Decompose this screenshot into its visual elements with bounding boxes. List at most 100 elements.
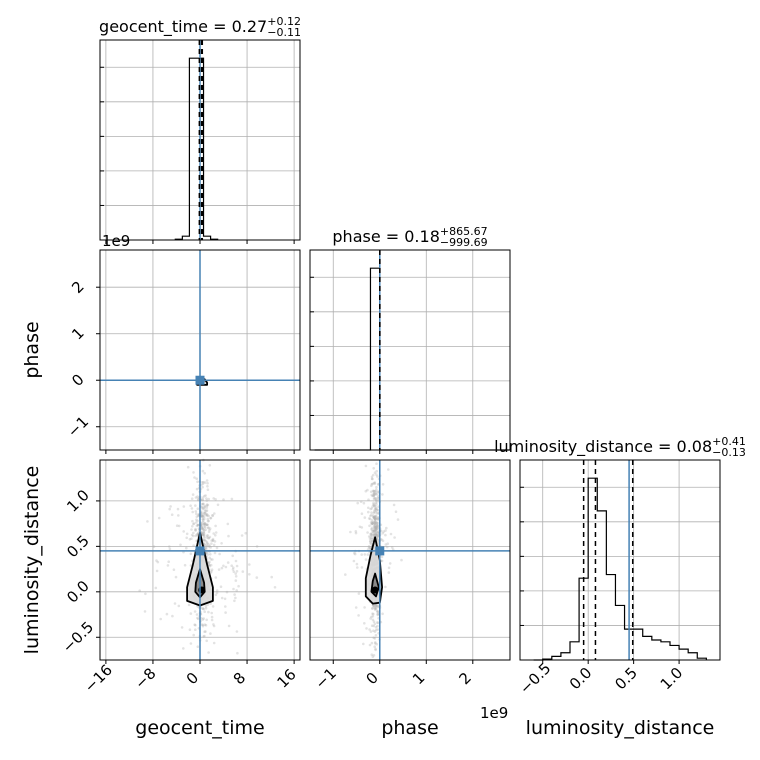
sample-point (375, 525, 379, 528)
sample-point (201, 506, 204, 510)
sample-point (386, 542, 390, 545)
sample-point (368, 628, 371, 631)
sample-point (207, 526, 210, 530)
sample-point (214, 498, 217, 501)
sample-point (200, 512, 203, 515)
sample-point (370, 493, 374, 497)
sample-point (194, 528, 197, 532)
sample-point (168, 507, 171, 511)
sample-point (373, 528, 376, 532)
sample-point (371, 529, 375, 533)
sample-point (374, 648, 377, 652)
sample-point (390, 546, 394, 549)
sample-point (203, 512, 206, 515)
sample-point (203, 623, 207, 626)
sample-point (373, 530, 377, 533)
panel-frame-1-0 (99, 249, 301, 451)
sample-point (192, 471, 195, 474)
sample-point (188, 538, 192, 541)
sample-point (210, 611, 213, 615)
sample-point (371, 505, 374, 508)
sample-point (370, 641, 374, 645)
sample-point (204, 607, 208, 610)
sample-point (182, 647, 185, 650)
sample-point (215, 589, 219, 592)
sample-point (373, 522, 377, 526)
sample-point (180, 626, 184, 629)
sample-point (213, 512, 216, 515)
sample-point (374, 626, 378, 629)
sample-point (208, 535, 212, 539)
sample-point (367, 510, 370, 514)
sample-point (373, 522, 377, 525)
sample-point (202, 527, 205, 531)
sample-point (387, 468, 390, 471)
sample-point (168, 545, 171, 548)
xtick-label-phase-0: −1 (312, 664, 340, 692)
sample-point (357, 614, 360, 617)
sample-point (368, 540, 372, 543)
sample-point (376, 610, 380, 614)
sample-point (205, 523, 209, 527)
sample-point (372, 494, 375, 498)
sample-point (372, 516, 375, 519)
sample-point (237, 584, 240, 588)
sample-point (208, 528, 211, 532)
sample-point (189, 642, 193, 645)
sample-point (375, 485, 378, 489)
sample-point (373, 515, 376, 519)
sample-point (208, 560, 211, 564)
sample-point (190, 497, 194, 501)
corner-plot-layer: geocent_time = 0.27+0.12−0.11 −1 0 1 2 phase p… (21, 15, 746, 739)
sample-point (373, 604, 377, 607)
sample-point (191, 493, 195, 496)
sample-point (372, 605, 376, 609)
sample-point (392, 503, 396, 507)
sample-point (375, 530, 378, 534)
sample-point (209, 571, 213, 574)
sample-point (354, 606, 358, 609)
sample-point (241, 570, 245, 573)
sample-point (201, 607, 205, 610)
sample-point (204, 513, 207, 517)
sample-point (197, 498, 200, 502)
sample-point (372, 533, 376, 537)
sample-point (372, 473, 375, 477)
sample-point (373, 496, 376, 500)
sample-point (226, 522, 230, 526)
sample-point (353, 552, 357, 556)
sample-point (370, 653, 374, 656)
sample-point (394, 510, 398, 513)
sample-point (363, 622, 366, 625)
sample-point (400, 558, 403, 562)
sample-point (374, 607, 378, 611)
sample-point (396, 518, 400, 521)
histogram-phase (314, 267, 510, 451)
sample-point (369, 547, 372, 551)
sample-point (206, 603, 209, 606)
sample-point (375, 642, 379, 646)
sample-point (202, 522, 206, 526)
xlabel-luminosity_distance: luminosity_distance (526, 717, 715, 739)
sample-point (219, 585, 223, 588)
sample-point (372, 489, 376, 493)
truth-marker-geocent_time__phase (195, 375, 205, 385)
sample-point (235, 570, 239, 573)
sample-point (207, 610, 210, 614)
ytick-label-luminosity_distance-1: 0.0 (63, 577, 93, 607)
sample-point (364, 558, 368, 561)
sample-point (366, 531, 369, 534)
sample-point (185, 532, 189, 536)
sample-point (374, 520, 377, 523)
sample-point (157, 516, 161, 520)
sample-point (366, 548, 370, 551)
xtick-label-luminosity_distance-0: −0.5 (516, 659, 554, 697)
sample-point (204, 547, 208, 550)
sample-point (191, 525, 194, 528)
sample-point (206, 488, 210, 492)
sample-point (167, 560, 170, 563)
sample-point (373, 607, 377, 610)
sample-point (212, 543, 216, 547)
sample-point (200, 527, 204, 530)
sample-point (205, 536, 209, 539)
